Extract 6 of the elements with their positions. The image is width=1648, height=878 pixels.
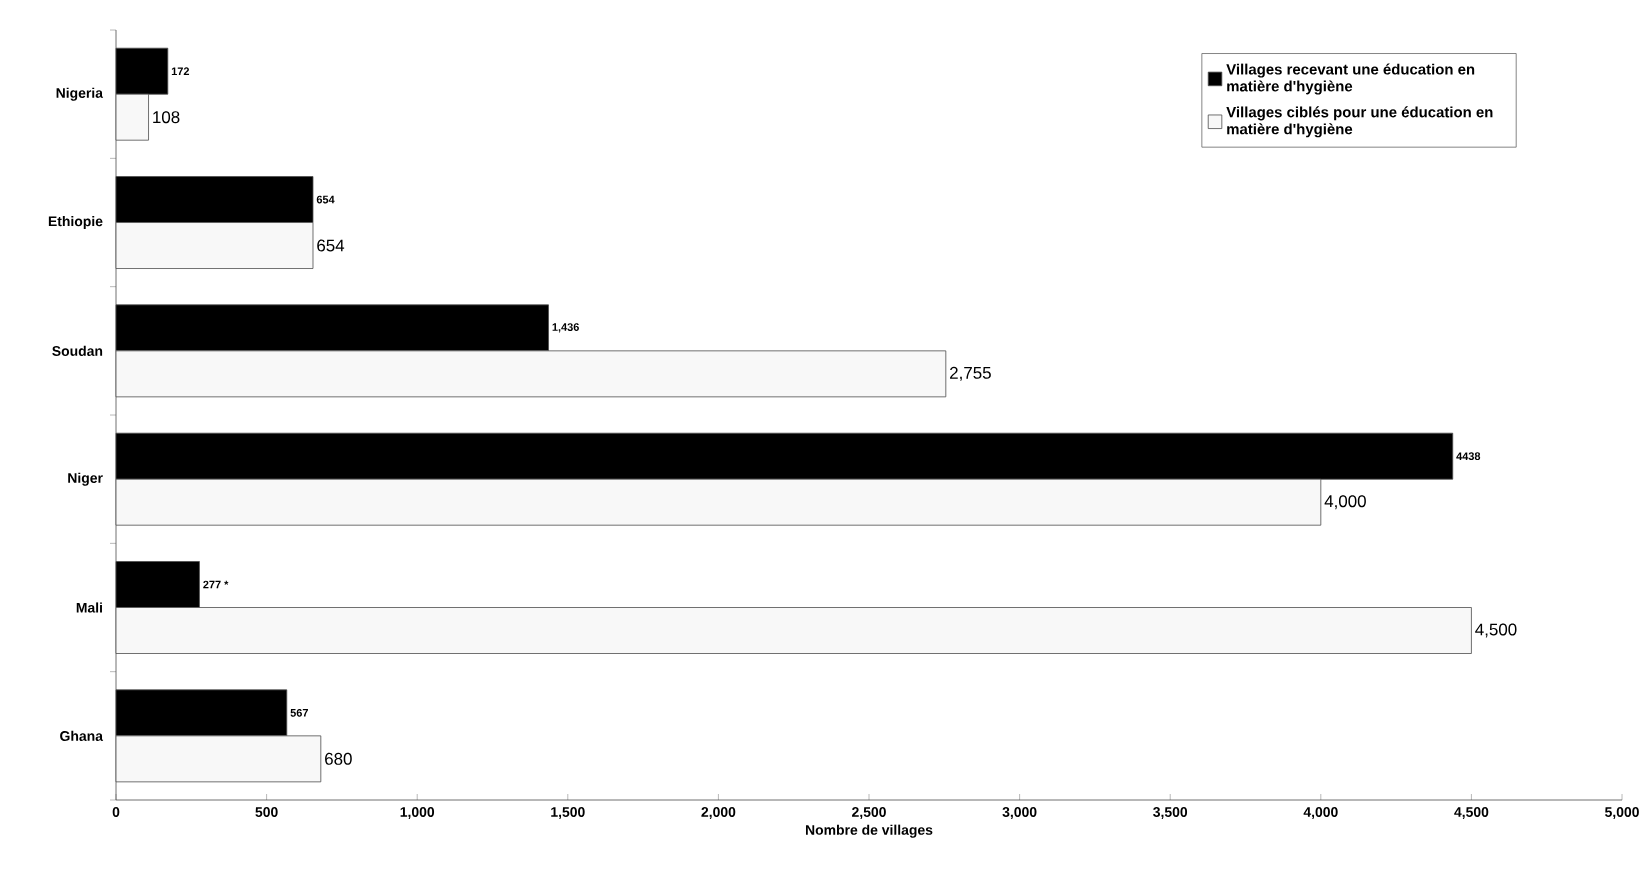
data-label: 2,755 (950, 366, 991, 381)
data-label: 4,000 (1324, 495, 1366, 510)
data-label: 4,500 (1475, 623, 1517, 638)
data-label: 680 (325, 752, 352, 765)
data-label: 108 (153, 111, 180, 124)
data-label: 654 (317, 239, 345, 252)
